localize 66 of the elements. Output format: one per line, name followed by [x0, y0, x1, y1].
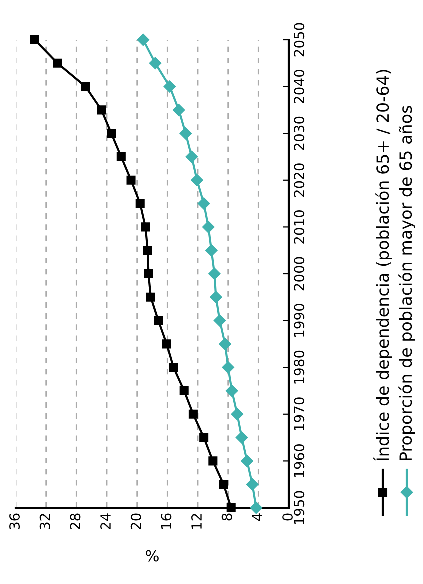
y-tick-label: 1950: [294, 491, 305, 524]
y-tick-label: 1990: [294, 304, 305, 337]
point: [214, 314, 226, 327]
point: [250, 502, 262, 514]
point: [226, 503, 236, 513]
point: [188, 410, 198, 419]
x-tick-label: 16: [161, 514, 172, 530]
y-tick-label: 2020: [294, 164, 305, 198]
y-tick-label: 1970: [294, 398, 305, 431]
text: Índice de dependencia (población 65+ / 20-64): [374, 70, 392, 461]
point: [219, 480, 228, 490]
y-tick-label: 2050: [294, 23, 305, 57]
x-tick-label: 36: [10, 514, 20, 530]
point: [81, 82, 90, 92]
x-tick-label: 20: [130, 514, 142, 530]
point: [219, 338, 232, 350]
point: [169, 363, 178, 372]
point: [200, 433, 209, 442]
point: [222, 362, 234, 374]
x-tick-label: 4: [252, 514, 262, 522]
y-tick-label: 2040: [294, 70, 305, 104]
point: [144, 269, 154, 279]
y-tick-label: 2030: [294, 116, 305, 150]
x-axis-title: %: [146, 550, 159, 562]
point: [208, 268, 221, 280]
point: [180, 128, 192, 140]
point: [206, 244, 218, 257]
y-tick-label: 2010: [294, 210, 305, 244]
point: [30, 35, 40, 45]
x-tick-label: 32: [40, 514, 50, 530]
point: [136, 199, 145, 208]
x-tick-label: 0: [282, 514, 294, 521]
point: [146, 292, 156, 302]
point: [116, 152, 126, 162]
point: [210, 291, 222, 304]
x-tick-label: 12: [192, 514, 202, 530]
point: [137, 34, 150, 46]
point: [107, 129, 116, 138]
point: [143, 246, 152, 256]
point: [154, 316, 164, 326]
point: [231, 408, 244, 420]
point: [149, 57, 162, 70]
point: [186, 150, 198, 164]
y-tick-label: 1980: [294, 350, 305, 384]
point: [241, 455, 254, 468]
x-tick-label: 24: [100, 514, 111, 530]
point: [246, 478, 259, 491]
point: [180, 386, 189, 396]
point: [191, 174, 204, 186]
point: [126, 176, 136, 185]
y-tick-label: 1960: [294, 444, 305, 478]
point: [164, 80, 176, 93]
x-tick-label: 8: [222, 514, 232, 521]
x-tick-label: 28: [70, 514, 81, 530]
text: Proporción de población mayor de 65 años: [398, 106, 416, 460]
point: [53, 58, 62, 68]
point: [226, 384, 238, 398]
point: [141, 222, 150, 232]
point: [236, 432, 248, 444]
point: [208, 456, 218, 466]
point: [97, 106, 106, 115]
point: [162, 340, 172, 349]
y-tick-label: 2000: [294, 257, 305, 291]
point: [202, 221, 215, 234]
point: [172, 104, 186, 116]
point: [198, 198, 210, 210]
